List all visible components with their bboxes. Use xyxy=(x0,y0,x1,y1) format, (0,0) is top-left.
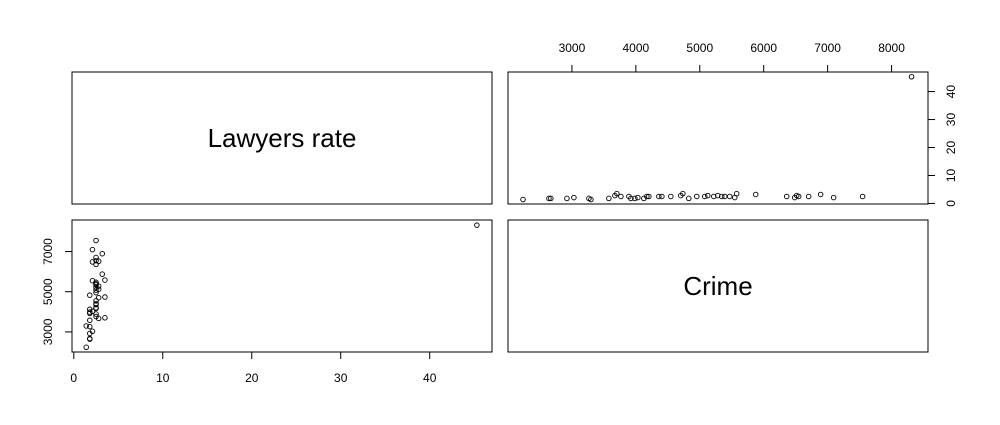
data-point xyxy=(87,292,93,298)
data-point xyxy=(99,250,106,257)
data-point xyxy=(635,194,641,201)
data-point xyxy=(99,271,106,277)
data-point xyxy=(805,193,812,200)
data-point xyxy=(618,193,624,200)
data-point xyxy=(93,261,99,268)
panel-frame xyxy=(507,71,929,205)
panel-frame xyxy=(71,71,493,205)
data-point xyxy=(727,193,733,200)
data-point xyxy=(694,193,700,200)
data-point xyxy=(722,193,728,200)
data-point xyxy=(711,193,717,200)
data-point xyxy=(93,311,99,317)
data-point xyxy=(93,304,99,311)
data-point xyxy=(646,193,652,200)
data-point xyxy=(830,194,837,201)
data-point xyxy=(719,193,725,200)
x-tick-label: 6000 xyxy=(750,41,777,55)
data-point xyxy=(89,277,96,284)
data-point xyxy=(83,344,89,351)
data-point xyxy=(548,195,554,202)
data-point xyxy=(546,195,552,202)
data-point xyxy=(87,323,93,330)
x-tick-label: 8000 xyxy=(878,41,905,55)
data-point xyxy=(474,222,480,228)
data-point xyxy=(644,193,650,200)
data-point xyxy=(908,74,915,80)
data-point xyxy=(817,191,824,198)
data-point xyxy=(564,195,570,202)
data-point xyxy=(702,193,708,200)
y-tick-label: 3000 xyxy=(41,318,55,345)
data-point xyxy=(520,196,526,203)
y-tick-label: 40 xyxy=(944,85,958,99)
data-point xyxy=(93,237,99,244)
y-tick-label: 0 xyxy=(944,200,958,207)
data-point xyxy=(656,193,662,200)
panel-frame xyxy=(507,219,929,353)
data-point xyxy=(659,193,665,200)
data-point xyxy=(87,317,93,324)
data-point xyxy=(733,190,740,197)
data-point xyxy=(680,190,686,197)
data-point xyxy=(93,257,99,264)
data-point xyxy=(93,313,99,320)
variable-label: Lawyers rate xyxy=(208,123,357,153)
data-point xyxy=(83,323,89,329)
data-point xyxy=(93,289,99,296)
data-point xyxy=(571,194,577,201)
data-point xyxy=(606,195,612,202)
x-tick-label: 40 xyxy=(423,371,437,385)
data-point xyxy=(87,309,93,315)
data-point xyxy=(705,192,711,199)
data-point xyxy=(614,190,620,197)
panel-frame xyxy=(71,219,493,353)
data-point xyxy=(95,258,102,265)
data-point xyxy=(102,315,108,321)
data-point xyxy=(89,246,96,253)
data-point xyxy=(783,193,790,200)
y-tick-label: 30 xyxy=(944,113,958,127)
data-point xyxy=(93,300,99,307)
data-point xyxy=(95,294,102,301)
data-point xyxy=(87,335,93,342)
x-tick-label: 20 xyxy=(245,371,259,385)
data-point xyxy=(686,195,692,202)
x-tick-label: 5000 xyxy=(686,41,713,55)
data-point xyxy=(668,193,674,200)
data-point xyxy=(89,328,96,335)
data-point xyxy=(102,277,108,283)
data-point xyxy=(752,191,759,198)
variable-label: Crime xyxy=(683,271,752,301)
x-tick-label: 3000 xyxy=(559,41,586,55)
data-point xyxy=(93,298,99,304)
y-tick-label: 20 xyxy=(944,141,958,155)
y-tick-label: 5000 xyxy=(41,278,55,305)
data-point xyxy=(859,193,866,200)
data-point xyxy=(87,306,93,313)
y-tick-label: 10 xyxy=(944,168,958,182)
y-tick-label: 7000 xyxy=(41,238,55,265)
x-tick-label: 0 xyxy=(70,371,77,385)
x-tick-label: 7000 xyxy=(814,41,841,55)
x-tick-label: 30 xyxy=(334,371,348,385)
data-point xyxy=(795,193,802,200)
data-point xyxy=(89,259,96,265)
data-point xyxy=(588,196,594,203)
data-point xyxy=(93,287,99,293)
data-point xyxy=(632,195,638,202)
x-tick-label: 10 xyxy=(156,371,170,385)
x-tick-label: 4000 xyxy=(623,41,650,55)
data-point xyxy=(93,281,99,287)
data-point xyxy=(93,254,99,261)
data-point xyxy=(102,294,108,300)
data-point xyxy=(628,195,634,202)
